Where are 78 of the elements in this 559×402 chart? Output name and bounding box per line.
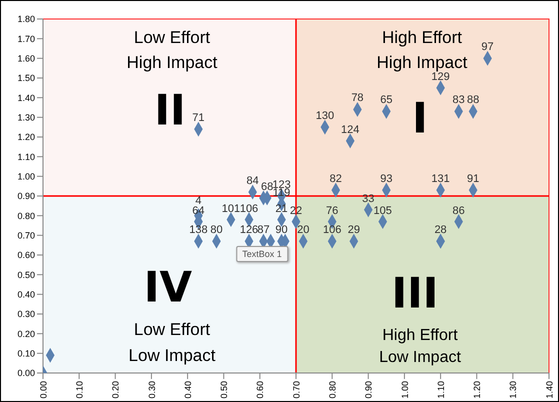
- annotation: High Effort: [382, 28, 462, 48]
- x-tick-label: 1.30: [508, 381, 518, 399]
- annotation: 82: [330, 173, 342, 186]
- annotation: Low Effort: [134, 320, 210, 340]
- annotation: 87: [257, 224, 270, 236]
- annotation: 126: [240, 224, 258, 236]
- y-tick-label: 1.20: [17, 132, 35, 142]
- annotation: 83: [452, 94, 465, 106]
- annotation: II: [154, 86, 186, 134]
- annotation: 65: [380, 94, 392, 106]
- annotation: 88: [466, 94, 480, 106]
- annotation: 84: [246, 175, 259, 188]
- y-tick-label: 1.60: [17, 54, 35, 64]
- annotation: 71: [192, 112, 205, 124]
- annotation: 105: [374, 204, 392, 217]
- y-tick-label: 0.40: [17, 290, 35, 300]
- x-tick-label: 0.90: [364, 381, 374, 399]
- y-tick-label: 0.20: [17, 328, 35, 339]
- annotation: 130: [316, 110, 334, 122]
- x-tick-label: 1.10: [436, 381, 446, 399]
- annotation: 129: [431, 70, 450, 83]
- x-tick-label: 1.20: [472, 381, 482, 399]
- y-tick-label: 1.80: [17, 14, 35, 24]
- y-tick-label: 0.60: [17, 250, 35, 260]
- x-tick-label: 1.00: [400, 381, 410, 399]
- annotation: 86: [452, 204, 465, 217]
- x-tick-label: 0.30: [146, 381, 157, 399]
- y-tick-label: 0.00: [17, 368, 35, 378]
- annotation: Low Impact: [128, 346, 216, 366]
- x-tick-label: 0.00: [38, 381, 48, 399]
- annotation: 68: [260, 180, 274, 193]
- annotation: High Effort: [382, 327, 458, 345]
- y-tick-label: 1.10: [17, 152, 35, 162]
- annotation: 124: [341, 124, 360, 136]
- annotation: I: [412, 94, 428, 142]
- y-tick-label: 0.50: [17, 270, 35, 280]
- x-tick-label: 0.20: [110, 381, 121, 399]
- x-tick-label: 0.50: [219, 381, 230, 399]
- x-tick-label: 0.80: [328, 381, 338, 399]
- annotation: Low Effort: [134, 28, 210, 48]
- annotation: 131: [431, 173, 450, 186]
- y-tick-label: 1.30: [17, 112, 35, 123]
- y-tick-label: 1.40: [17, 92, 35, 103]
- annotation: High Impact: [126, 53, 218, 73]
- x-tick-label: 0.40: [182, 381, 193, 399]
- y-tick-label: 1.00: [17, 172, 35, 182]
- annotation: 93: [380, 173, 392, 186]
- annotation: 97: [481, 41, 494, 54]
- annotation: 101: [222, 202, 240, 215]
- annotation: 80: [210, 224, 223, 236]
- annotation: 21: [275, 202, 288, 215]
- annotation: High Impact: [376, 53, 468, 72]
- y-tick-label: 1.50: [17, 73, 35, 84]
- x-tick-label: 1.40: [544, 381, 554, 399]
- annotation: IV: [144, 262, 192, 312]
- annotation: III: [392, 268, 438, 318]
- annotation: 76: [326, 204, 338, 217]
- y-tick-label: 0.80: [17, 210, 35, 221]
- annotation: 106: [322, 224, 342, 236]
- annotation: 20: [297, 224, 310, 236]
- annotation: Low Impact: [379, 349, 461, 367]
- y-tick-label: 0.90: [17, 191, 35, 202]
- annotation: 28: [434, 224, 447, 236]
- y-tick-label: 0.10: [17, 348, 35, 359]
- x-tick-label: 0.60: [255, 381, 266, 399]
- annotation: 106: [240, 202, 258, 215]
- x-tick-label: 0.70: [291, 381, 302, 399]
- annotation: 29: [348, 224, 360, 236]
- x-tick-label: 0.10: [74, 381, 85, 399]
- y-tick-label: 0.30: [17, 309, 35, 320]
- annotation: 138: [189, 224, 208, 236]
- annotation: TextBox 1: [236, 246, 288, 262]
- annotation: 4: [195, 194, 202, 207]
- y-tick-label: 1.70: [17, 34, 35, 44]
- annotation: 78: [351, 92, 364, 104]
- y-tick-label: 0.70: [17, 230, 35, 241]
- annotation: 91: [466, 173, 480, 186]
- annotation: 90: [275, 224, 288, 236]
